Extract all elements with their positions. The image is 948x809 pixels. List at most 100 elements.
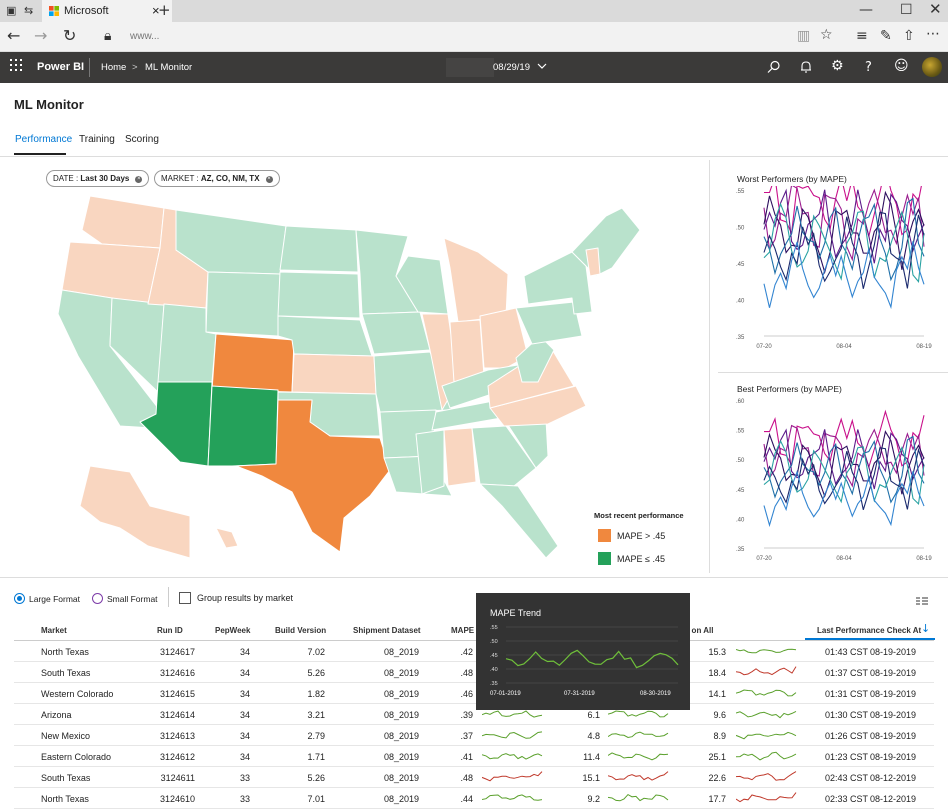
close-tab-icon[interactable]: × bbox=[152, 3, 160, 18]
mse-sparkline[interactable] bbox=[735, 706, 798, 724]
table-row[interactable]: Western Colorado 3124615 34 1.82 08_2019 .46 1… bbox=[14, 683, 934, 704]
mse-sparkline[interactable] bbox=[735, 769, 798, 787]
state-mi[interactable] bbox=[443, 237, 509, 323]
column-header-market[interactable]: Market bbox=[41, 626, 67, 635]
state-wi[interactable] bbox=[395, 255, 449, 315]
state-vt[interactable] bbox=[585, 247, 601, 277]
state-az[interactable] bbox=[139, 381, 213, 467]
more-icon[interactable]: ⋯ bbox=[926, 26, 940, 42]
web-note-icon[interactable]: ✎ bbox=[880, 28, 892, 44]
mse-sparkline[interactable] bbox=[735, 790, 798, 808]
new-tab-icon[interactable]: + bbox=[158, 1, 171, 19]
column-header-run-id[interactable]: Run ID bbox=[157, 626, 183, 635]
state-wa[interactable] bbox=[81, 195, 165, 249]
group-by-market-checkbox[interactable] bbox=[179, 592, 191, 604]
search-icon[interactable] bbox=[767, 60, 781, 78]
avatar[interactable] bbox=[922, 57, 942, 77]
mse-sparkline[interactable] bbox=[735, 664, 798, 682]
app-launcher-icon[interactable] bbox=[10, 59, 22, 75]
mape-sparkline[interactable] bbox=[481, 706, 544, 724]
tab-manager-icon[interactable]: ▣ bbox=[6, 4, 17, 17]
state-fl[interactable] bbox=[479, 483, 559, 559]
state-wy[interactable] bbox=[205, 271, 281, 337]
state-al[interactable] bbox=[443, 427, 477, 487]
group-by-market-option[interactable]: Group results by market bbox=[179, 592, 293, 604]
tab-training[interactable]: Training bbox=[79, 134, 115, 145]
state-ks[interactable] bbox=[291, 353, 377, 395]
column-header-mse-on-all[interactable]: MSE on All bbox=[672, 626, 714, 635]
column-header-mape[interactable]: MAPE bbox=[451, 626, 475, 635]
mape-sparkline[interactable] bbox=[481, 727, 544, 745]
gear-icon[interactable]: ⚙ bbox=[831, 58, 844, 74]
table-row[interactable]: South Texas 3124616 34 5.26 08_2019 .48 18.4 01… bbox=[14, 662, 934, 683]
feedback-smiley-icon[interactable]: ☺ bbox=[894, 58, 909, 74]
table-row[interactable]: New Mexico 3124613 34 2.79 08_2019 .37 4.8 8.9 0… bbox=[14, 725, 934, 746]
breadcrumb-page[interactable]: ML Monitor bbox=[145, 62, 193, 73]
set-aside-tabs-icon[interactable]: ⇆ bbox=[24, 4, 34, 17]
filter-market-pill[interactable]: MARKET : AZ, CO, NM, TX × bbox=[154, 170, 280, 187]
mse-sparkline[interactable] bbox=[735, 727, 798, 745]
large-format-option[interactable]: Large Format bbox=[14, 593, 80, 604]
mse-sparkline[interactable] bbox=[735, 748, 798, 766]
state-tx[interactable] bbox=[235, 399, 391, 553]
column-header-pepweek[interactable]: PepWeek bbox=[215, 626, 251, 635]
mape-sparkline[interactable] bbox=[481, 790, 544, 808]
favorite-star-icon[interactable]: ☆ bbox=[820, 27, 833, 43]
legend-item-bad[interactable]: MAPE > .45 bbox=[598, 529, 665, 542]
mape-sparkline[interactable] bbox=[481, 748, 544, 766]
mse-sparkline[interactable] bbox=[735, 685, 798, 703]
remove-filter-icon[interactable]: × bbox=[135, 176, 143, 183]
state-ak[interactable] bbox=[79, 465, 191, 559]
app-name[interactable]: Power BI bbox=[37, 61, 85, 73]
table-row[interactable]: North Texas 3124617 34 7.02 08_2019 .42 15.3 01… bbox=[14, 641, 934, 662]
breadcrumb-home[interactable]: Home bbox=[101, 62, 127, 73]
share-icon[interactable]: ⇧ bbox=[903, 28, 915, 44]
legend-item-good[interactable]: MAPE ≤ .45 bbox=[598, 552, 665, 565]
state-hi[interactable] bbox=[215, 527, 239, 549]
chevron-down-icon[interactable] bbox=[536, 58, 548, 76]
column-header-build-version[interactable]: Build Version bbox=[275, 626, 327, 635]
date-picker[interactable]: 08/29/19 bbox=[493, 62, 530, 73]
forward-icon[interactable]: → bbox=[34, 26, 48, 45]
table-row[interactable]: Arizona 3124614 34 3.21 08_2019 .39 6.1 9.6 01:3… bbox=[14, 704, 934, 725]
mse-sparkline[interactable] bbox=[735, 643, 798, 661]
column-options-icon[interactable] bbox=[916, 592, 928, 610]
column-header-shipment-dataset[interactable]: Shipment Dataset bbox=[353, 626, 421, 635]
state-co[interactable] bbox=[211, 333, 295, 393]
radio-unselected[interactable] bbox=[92, 593, 103, 604]
state-ms[interactable] bbox=[415, 429, 445, 495]
mid-sparkline[interactable] bbox=[607, 790, 670, 808]
mid-sparkline[interactable] bbox=[607, 748, 670, 766]
mape-sparkline[interactable] bbox=[481, 769, 544, 787]
state-nm[interactable] bbox=[207, 385, 279, 467]
mid-sparkline[interactable] bbox=[607, 706, 670, 724]
close-window-icon[interactable]: ✕ bbox=[929, 0, 942, 18]
small-format-option[interactable]: Small Format bbox=[92, 593, 158, 604]
mid-sparkline[interactable] bbox=[607, 769, 670, 787]
reading-view-icon[interactable]: ▥ bbox=[797, 28, 811, 44]
tab-scoring[interactable]: Scoring bbox=[125, 134, 159, 145]
state-ia[interactable] bbox=[361, 311, 431, 355]
column-header-last-check[interactable]: Last Performance Check At bbox=[817, 626, 922, 635]
bell-icon[interactable] bbox=[800, 60, 812, 78]
tab-performance[interactable]: Performance bbox=[15, 134, 73, 145]
back-icon[interactable]: ← bbox=[7, 26, 21, 45]
radio-selected[interactable] bbox=[14, 593, 25, 604]
hub-icon[interactable]: ≡ bbox=[856, 28, 868, 44]
state-sd[interactable] bbox=[277, 271, 361, 319]
table-row[interactable]: North Texas 3124610 33 7.01 08_2019 .44 9.2 17.… bbox=[14, 788, 934, 809]
table-row[interactable]: South Texas 3124611 33 5.26 08_2019 .48 15.1 22… bbox=[14, 767, 934, 788]
help-icon[interactable]: ? bbox=[865, 60, 872, 75]
maximize-icon[interactable]: ☐ bbox=[900, 2, 913, 18]
table-row[interactable]: Eastern Colorado 3124612 34 1.71 08_2019 .41 1… bbox=[14, 746, 934, 767]
filter-date-pill[interactable]: DATE : Last 30 Days × bbox=[46, 170, 150, 187]
mid-sparkline[interactable] bbox=[607, 727, 670, 745]
state-pa[interactable] bbox=[515, 301, 583, 345]
refresh-icon[interactable]: ↻ bbox=[63, 26, 77, 45]
state-ga[interactable] bbox=[471, 425, 537, 487]
minimize-icon[interactable]: — bbox=[859, 2, 873, 18]
sort-descending-icon[interactable]: ↓ bbox=[921, 622, 931, 635]
browser-tab[interactable]: Microsoft × bbox=[42, 0, 172, 22]
address-input[interactable]: www... bbox=[130, 31, 160, 42]
state-nd[interactable] bbox=[279, 225, 359, 273]
